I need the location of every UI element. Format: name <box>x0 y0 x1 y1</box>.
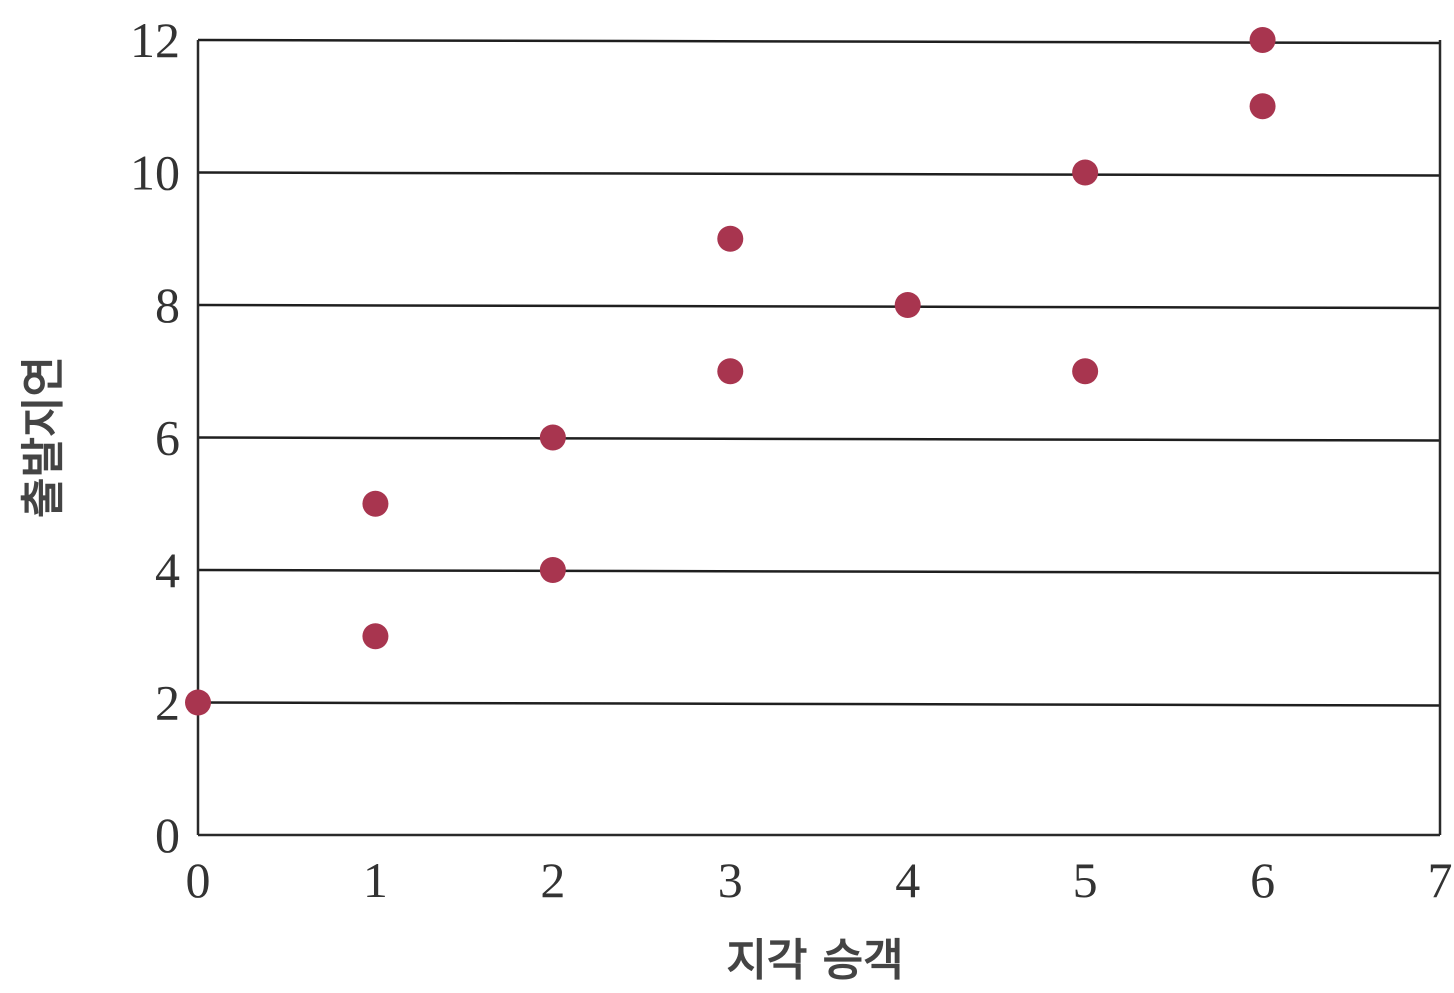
gridline-y-8 <box>197 303 1441 310</box>
gridline-y-2 <box>197 701 1441 707</box>
gridline-y-10 <box>197 171 1441 177</box>
data-point <box>1249 93 1276 120</box>
x-tick-label: 7 <box>1428 852 1453 908</box>
data-point <box>185 689 211 716</box>
gridline-y-4 <box>197 568 1441 575</box>
y-axis-title: 출발지연 <box>18 356 69 518</box>
x-tick-label: 2 <box>540 852 565 908</box>
y-axis-ticks: 0 2 4 6 8 10 12 <box>130 12 180 863</box>
data-point <box>362 623 389 650</box>
data-point <box>1072 358 1099 385</box>
y-tick-label: 12 <box>130 12 180 68</box>
data-point <box>717 225 744 252</box>
x-axis-ticks: 0 1 2 3 4 5 6 7 <box>186 852 1453 908</box>
x-tick-label: 0 <box>186 852 211 908</box>
data-point <box>717 358 744 385</box>
x-tick-label: 4 <box>895 852 920 908</box>
gridlines <box>197 38 1441 707</box>
data-point <box>1072 159 1099 186</box>
gridline-y-12 <box>197 38 1441 45</box>
y-tick-label: 6 <box>155 410 180 466</box>
data-point <box>1249 27 1276 53</box>
x-tick-label: 6 <box>1250 852 1275 908</box>
x-tick-label: 1 <box>363 852 388 908</box>
data-point <box>539 424 566 451</box>
y-tick-label: 0 <box>155 807 180 863</box>
y-tick-label: 10 <box>130 145 180 201</box>
y-tick-label: 4 <box>155 542 180 598</box>
gridline-y-6 <box>197 436 1441 442</box>
x-tick-label: 3 <box>718 852 743 908</box>
x-tick-label: 5 <box>1073 852 1098 908</box>
data-point <box>894 292 921 318</box>
y-tick-label: 8 <box>155 277 180 333</box>
x-axis-title: 지각 승객 <box>726 935 903 986</box>
y-tick-label: 2 <box>155 675 180 731</box>
data-point <box>362 490 389 517</box>
data-point <box>539 557 566 583</box>
data-points <box>185 27 1276 716</box>
